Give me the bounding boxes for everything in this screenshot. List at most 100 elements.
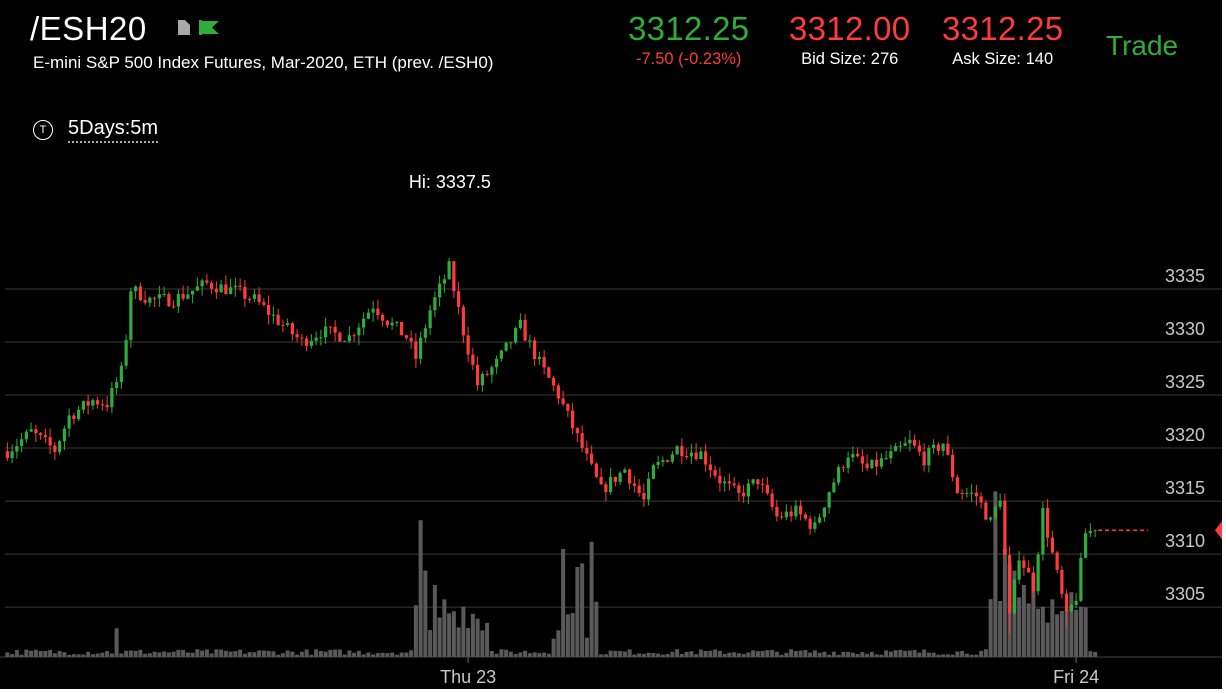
- volume-bar: [660, 654, 665, 657]
- volume-bar: [1088, 651, 1093, 657]
- volume-bar: [304, 649, 309, 657]
- volume-bar: [371, 654, 376, 657]
- volume-bar: [822, 651, 827, 657]
- candle-body: [656, 461, 660, 466]
- candle-body: [366, 312, 370, 319]
- candle-body: [404, 335, 408, 338]
- volume-bar: [214, 649, 219, 657]
- volume-bar: [461, 606, 466, 657]
- volume-bar: [252, 652, 257, 657]
- volume-bar: [24, 649, 29, 657]
- candle-body: [518, 319, 522, 329]
- candle-body: [799, 505, 803, 515]
- volume-bar: [689, 651, 694, 657]
- volume-bar: [831, 651, 836, 657]
- candle-body: [932, 444, 936, 449]
- candle-body: [105, 404, 109, 408]
- candle-body: [48, 437, 52, 446]
- last-price-block: 3312.25 -7.50 (-0.23%): [628, 10, 749, 69]
- candle-body: [742, 492, 746, 497]
- volume-bar: [679, 653, 684, 657]
- volume-bar: [1050, 599, 1055, 657]
- candle-body: [333, 326, 337, 333]
- volume-bar: [599, 654, 604, 657]
- volume-bar: [375, 653, 380, 657]
- candle-body: [438, 283, 442, 298]
- timeframe-selector[interactable]: T 5Days:5m: [33, 117, 159, 143]
- candle-body: [385, 320, 389, 326]
- candle-body: [894, 446, 898, 452]
- candle-body: [590, 453, 594, 464]
- trade-button[interactable]: Trade: [1106, 30, 1179, 61]
- bid-block[interactable]: 3312.00 Bid Size: 276: [789, 10, 910, 69]
- candle-body: [238, 285, 242, 287]
- candle-body: [314, 337, 318, 341]
- candle-body: [157, 294, 161, 299]
- bid-size: Bid Size: 276: [801, 50, 899, 68]
- volume-bar: [618, 650, 623, 657]
- candle-body: [718, 475, 722, 484]
- symbol-title[interactable]: /ESH20: [30, 10, 147, 47]
- candle-body: [723, 481, 727, 484]
- volume-bar: [551, 638, 556, 657]
- ask-block[interactable]: 3312.25 Ask Size: 140: [942, 10, 1063, 69]
- volume-bar: [708, 650, 713, 657]
- candle-body: [452, 261, 456, 292]
- volume-bar: [651, 652, 656, 657]
- volume-bar: [285, 650, 290, 657]
- candle-body: [362, 318, 366, 328]
- candle-body: [537, 356, 541, 360]
- volume-bar: [584, 637, 589, 657]
- volume-bar: [1021, 585, 1026, 657]
- volume-bar: [171, 651, 176, 657]
- candle-body: [1084, 533, 1088, 558]
- candle-body: [965, 493, 969, 495]
- volume-bar: [746, 652, 751, 657]
- candle-body: [419, 337, 423, 359]
- volume-bar: [812, 650, 817, 657]
- candle-body: [789, 511, 793, 517]
- volume-bar: [52, 653, 57, 657]
- volume-bar: [14, 650, 19, 657]
- volume-bar: [698, 649, 703, 657]
- volume-bar: [998, 601, 1003, 657]
- volume-bar: [409, 650, 414, 657]
- volume-bar: [176, 649, 181, 657]
- document-icon[interactable]: [178, 20, 190, 35]
- candle-body: [81, 401, 85, 410]
- volume-bar: [508, 651, 513, 657]
- candle-body: [138, 286, 142, 301]
- candle-body: [685, 455, 689, 457]
- volume-bar: [356, 650, 361, 657]
- volume-bar: [793, 651, 798, 657]
- candle-body: [309, 340, 313, 346]
- volume-bar: [869, 651, 874, 657]
- candle-body: [248, 298, 252, 300]
- volume-bar: [390, 652, 395, 657]
- candle-body: [466, 335, 470, 355]
- candle-body: [708, 464, 712, 471]
- candle-body: [689, 452, 693, 457]
- volume-bar: [675, 649, 680, 657]
- candle-body: [461, 306, 465, 336]
- candle-body: [352, 335, 356, 337]
- volume-bar: [542, 652, 547, 657]
- candle-body: [214, 288, 218, 293]
- volume-bar: [423, 570, 428, 657]
- candle-body: [841, 467, 845, 469]
- candle-body: [324, 326, 328, 338]
- candle-body: [566, 403, 570, 411]
- candle-body: [936, 444, 940, 451]
- flag-icon[interactable]: [199, 20, 219, 35]
- candle-body: [594, 463, 598, 477]
- candle-body: [172, 306, 176, 308]
- volume-bar: [299, 651, 304, 657]
- volume-bar: [347, 650, 352, 657]
- volume-bar: [565, 614, 570, 657]
- volume-bar: [1026, 603, 1031, 657]
- candle-body: [176, 293, 180, 307]
- volume-bar: [86, 651, 91, 657]
- candle-body: [233, 285, 237, 288]
- candle-body: [822, 507, 826, 518]
